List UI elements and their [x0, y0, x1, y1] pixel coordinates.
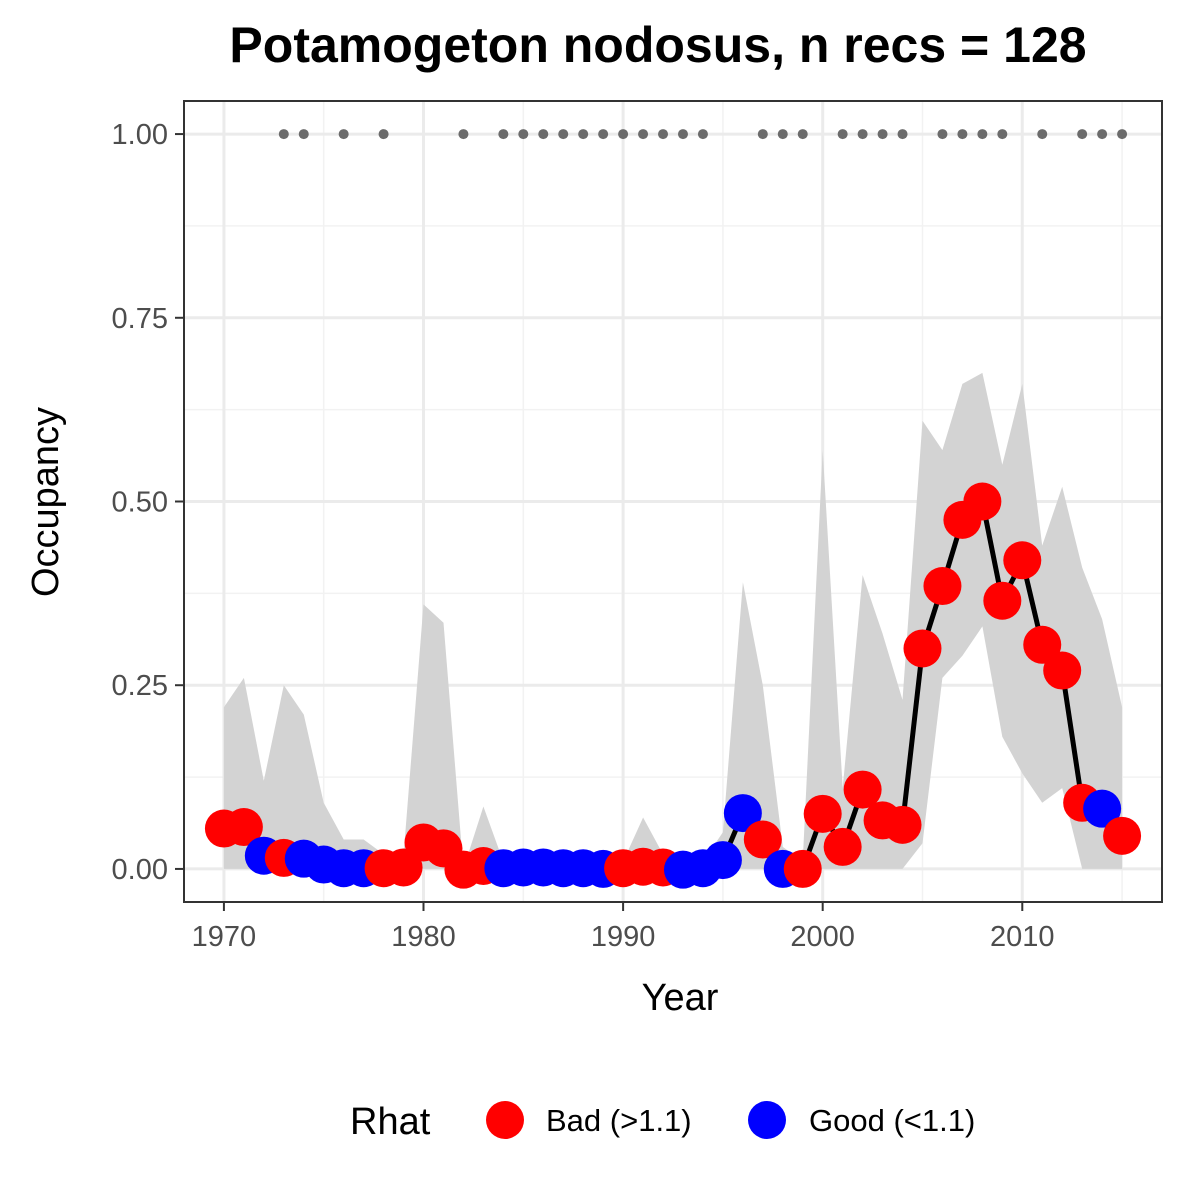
- record-markers: [278, 129, 1128, 140]
- record-dot: [837, 129, 848, 140]
- x-tick-label: 1980: [391, 921, 456, 953]
- point-bad: [983, 581, 1022, 620]
- record-dot: [877, 129, 888, 140]
- record-dot: [538, 129, 549, 140]
- legend-title: Rhat: [350, 1101, 431, 1143]
- y-tick-label: 0.00: [112, 854, 168, 886]
- point-bad: [843, 770, 882, 809]
- legend: Rhat Bad (>1.1) Good (<1.1): [350, 1101, 975, 1143]
- point-bad: [1023, 625, 1062, 664]
- record-dot: [857, 129, 868, 140]
- record-dot: [498, 129, 509, 140]
- record-dot: [658, 129, 669, 140]
- record-dot: [1037, 129, 1048, 140]
- record-dot: [598, 129, 609, 140]
- record-dot: [1077, 129, 1088, 140]
- x-tick-label: 2010: [990, 921, 1055, 953]
- y-tick-label: 1.00: [112, 119, 168, 151]
- point-bad: [803, 794, 842, 833]
- point-bad: [783, 849, 822, 888]
- legend-bad-label: Bad (>1.1): [546, 1103, 692, 1138]
- point-bad: [883, 805, 922, 844]
- point-bad: [963, 482, 1002, 521]
- point-bad: [1103, 816, 1142, 855]
- y-tick-label: 0.25: [112, 670, 168, 702]
- record-dot: [378, 129, 389, 140]
- legend-good-swatch: [748, 1101, 786, 1139]
- record-dot: [638, 129, 649, 140]
- x-axis-ticks: 1970 1980 1990 2000 2010: [192, 902, 1055, 953]
- legend-good-label: Good (<1.1): [809, 1103, 975, 1138]
- record-dot: [957, 129, 968, 140]
- record-dot: [458, 129, 469, 140]
- legend-bad-swatch: [486, 1101, 524, 1139]
- point-bad: [224, 808, 263, 847]
- record-dot: [897, 129, 908, 140]
- point-good: [723, 794, 762, 833]
- credible-interval-ribbon: [223, 372, 1123, 869]
- y-axis-ticks: 0.00 0.25 0.50 0.75 1.00: [112, 119, 184, 886]
- record-dot: [797, 129, 808, 140]
- x-tick-label: 2000: [790, 921, 855, 953]
- record-dot: [578, 129, 589, 140]
- record-dot: [338, 129, 349, 140]
- point-bad: [1003, 541, 1042, 580]
- record-dot: [1117, 129, 1128, 140]
- chart-title: Potamogeton nodosus, n recs = 128: [229, 17, 1086, 73]
- point-good: [1083, 789, 1122, 828]
- x-tick-label: 1970: [192, 921, 257, 953]
- record-dot: [997, 129, 1008, 140]
- y-tick-label: 0.50: [112, 487, 168, 519]
- record-dot: [298, 129, 309, 140]
- point-bad: [923, 567, 962, 606]
- record-dot: [1097, 129, 1108, 140]
- x-axis-title: Year: [642, 977, 719, 1019]
- record-dot: [618, 129, 629, 140]
- record-dot: [977, 129, 988, 140]
- y-axis-title: Occupancy: [25, 407, 67, 597]
- point-bad: [823, 827, 862, 866]
- record-dot: [677, 129, 688, 140]
- record-dot: [697, 129, 708, 140]
- ci-ribbon-area: [223, 372, 1123, 869]
- record-dot: [518, 129, 529, 140]
- record-dot: [558, 129, 569, 140]
- point-bad: [903, 629, 942, 668]
- point-good: [703, 841, 742, 880]
- record-dot: [278, 129, 289, 140]
- point-bad: [1043, 651, 1082, 690]
- record-dot: [777, 129, 788, 140]
- x-tick-label: 1990: [591, 921, 656, 953]
- occupancy-points: [204, 482, 1142, 889]
- record-dot: [757, 129, 768, 140]
- record-dot: [937, 129, 948, 140]
- point-bad: [743, 820, 782, 859]
- y-tick-label: 0.75: [112, 303, 168, 335]
